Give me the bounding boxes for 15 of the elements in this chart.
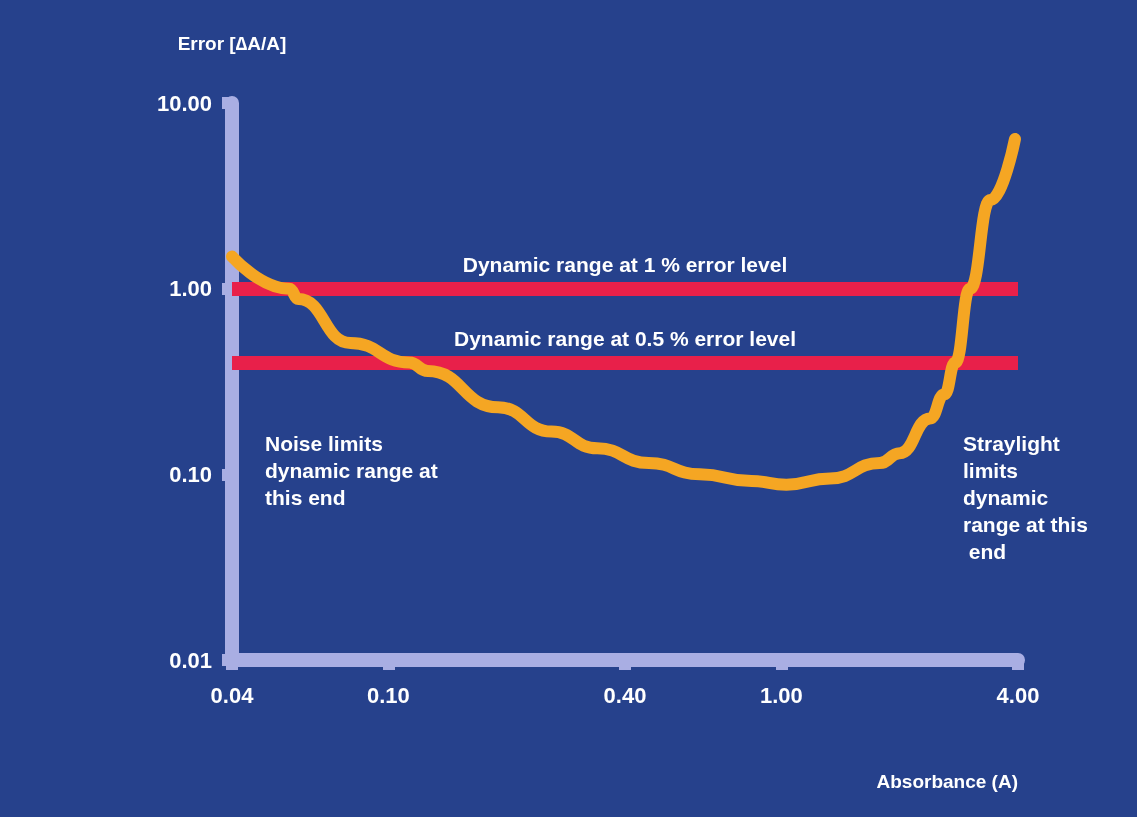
y-tick-label: 10.00: [156, 90, 212, 116]
x-tick-label: 1.00: [759, 682, 803, 708]
x-tick-label: 0.04: [210, 682, 255, 708]
x-axis-title: Absorbance (A): [876, 771, 1018, 792]
x-tick-label: 4.00: [996, 682, 1040, 708]
ref-line-label: Dynamic range at 1 % error level: [462, 252, 788, 276]
y-axis-title: Error [∆A/A]: [177, 33, 287, 54]
x-tick-label: 0.40: [603, 682, 647, 708]
y-tick-label: 1.00: [169, 276, 212, 302]
y-tick-label: 0.01: [169, 647, 212, 673]
annotation: Noise limits dynamic range at this end: [265, 432, 444, 509]
y-tick-label: 0.10: [169, 461, 212, 487]
x-tick-label: 0.10: [366, 682, 410, 708]
ref-line-label: Dynamic range at 0.5 % error level: [454, 326, 796, 350]
annotation: Straylight limits dynamic range at this end: [963, 432, 1088, 563]
